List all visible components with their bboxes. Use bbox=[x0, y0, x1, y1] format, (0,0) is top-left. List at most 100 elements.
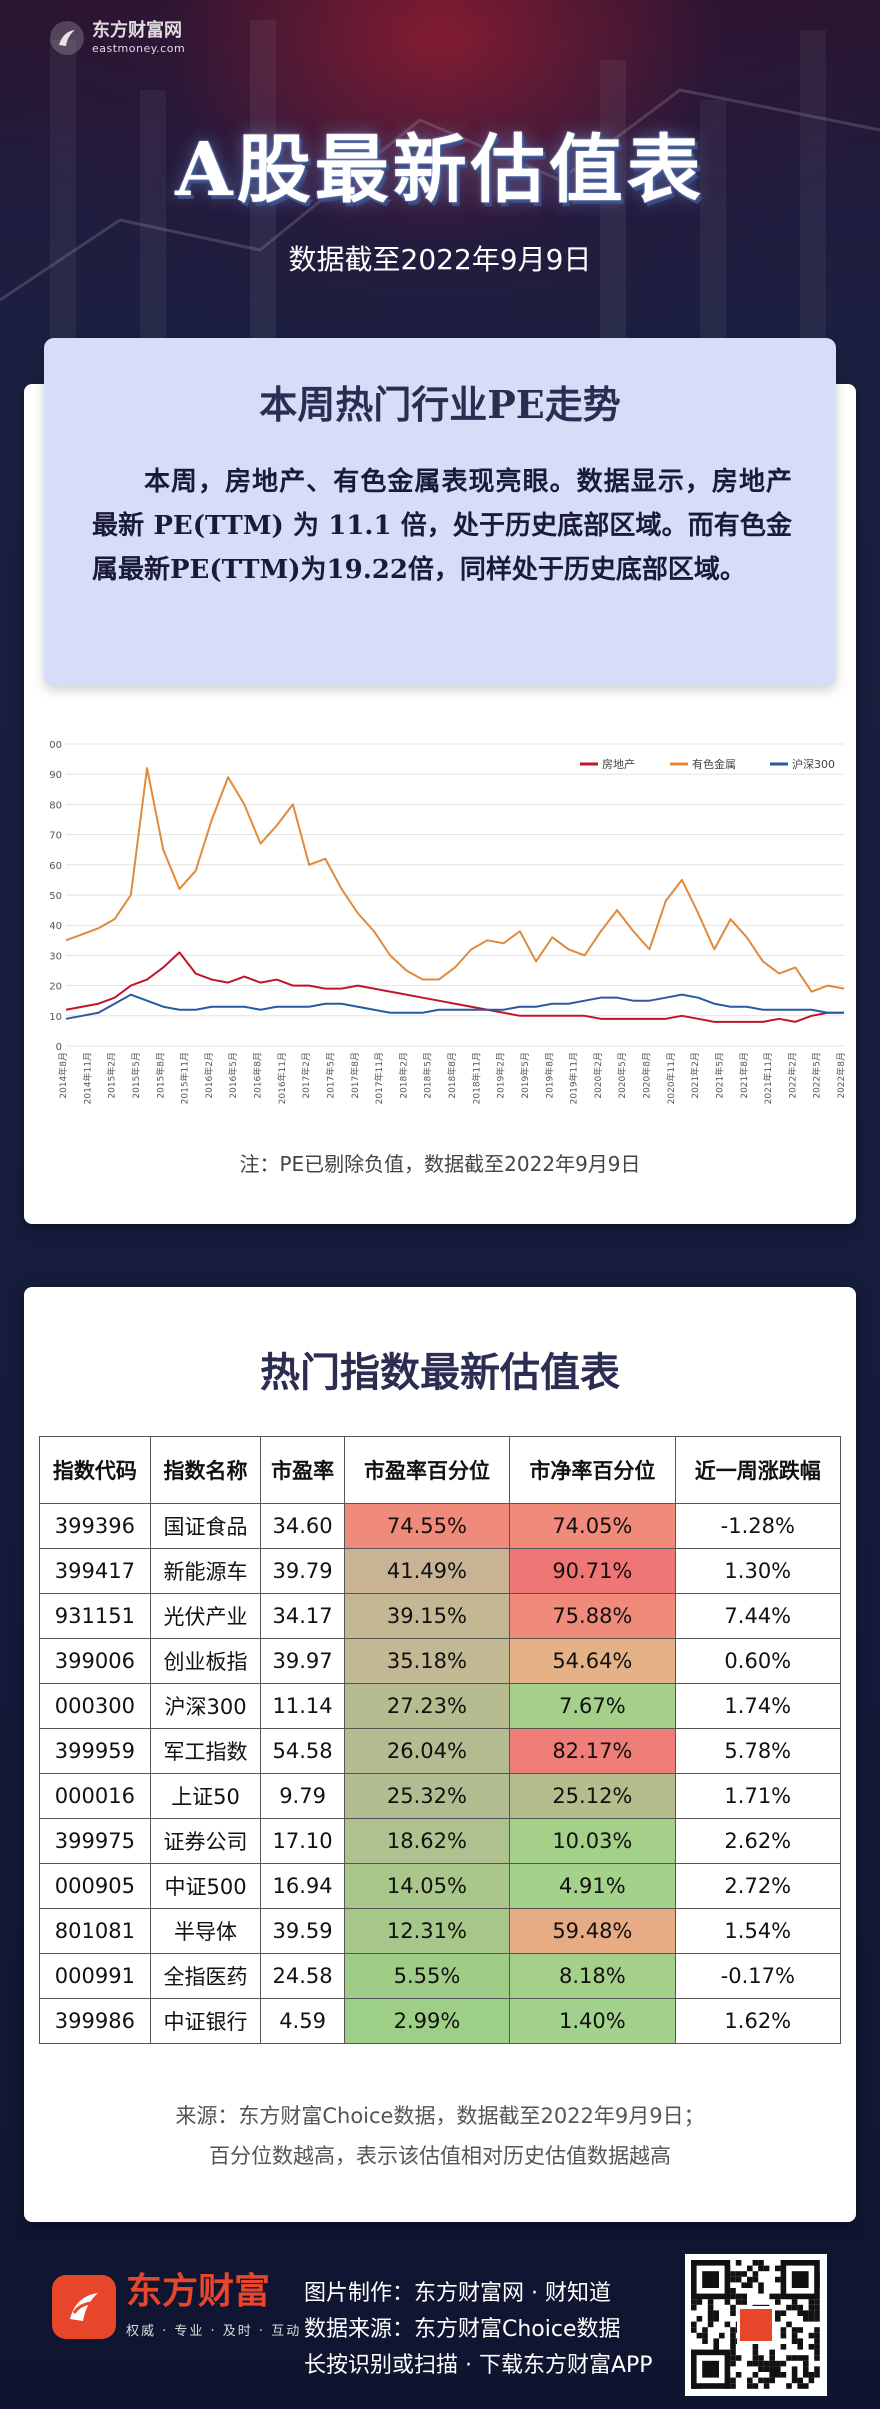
x-tick-label: 2016年5月 bbox=[227, 1052, 239, 1099]
cell-pb-pct: 75.88% bbox=[509, 1593, 676, 1639]
valuation-table: 指数代码 指数名称 市盈率 市盈率百分位 市净率百分位 近一周涨跌幅 39939… bbox=[39, 1436, 842, 2044]
cell-code: 399417 bbox=[39, 1548, 151, 1594]
footer-brand: 东方财富 bbox=[126, 2271, 271, 2312]
cell-weekly-change: 1.74% bbox=[674, 1683, 842, 1729]
cell-name: 全指医药 bbox=[149, 1953, 262, 1999]
x-tick-label: 2019年2月 bbox=[495, 1052, 507, 1099]
cell-pe-pct: 14.05% bbox=[343, 1863, 511, 1909]
intro-title: 本周热门行业PE走势 bbox=[259, 382, 621, 427]
cell-pb-pct: 7.67% bbox=[509, 1683, 676, 1729]
cell-pe-pct: 27.23% bbox=[343, 1683, 511, 1729]
cell-pe: 9.79 bbox=[260, 1773, 345, 1819]
cell-weekly-change: -0.17% bbox=[674, 1953, 842, 1999]
header-code: 指数代码 bbox=[39, 1436, 151, 1504]
page-title: A股最新估值表 bbox=[175, 127, 705, 213]
cell-pb-pct: 1.40% bbox=[509, 1998, 676, 2044]
cell-pb-pct: 10.03% bbox=[509, 1818, 676, 1864]
x-tick-label: 2014年8月 bbox=[57, 1052, 69, 1099]
header-name: 指数名称 bbox=[149, 1436, 262, 1504]
x-tick-label: 2014年11月 bbox=[81, 1052, 93, 1104]
cell-weekly-change: 2.62% bbox=[674, 1818, 842, 1864]
cell-pe-pct: 39.15% bbox=[343, 1593, 511, 1639]
table-row: 399959 军工指数 54.58 26.04% 82.17% 5.78% bbox=[39, 1728, 842, 1774]
cell-weekly-change: 1.54% bbox=[674, 1908, 842, 1954]
cell-pe-pct: 74.55% bbox=[343, 1503, 511, 1549]
table-row: 000300 沪深300 11.14 27.23% 7.67% 1.74% bbox=[39, 1683, 842, 1729]
cell-code: 399959 bbox=[39, 1728, 151, 1774]
cell-code: 399986 bbox=[39, 1998, 151, 2044]
cell-pe: 11.14 bbox=[260, 1683, 345, 1729]
x-tick-label: 2022年8月 bbox=[835, 1052, 847, 1099]
cell-code: 931151 bbox=[39, 1593, 151, 1639]
cell-name: 半导体 bbox=[149, 1908, 262, 1954]
x-tick-label: 2021年2月 bbox=[689, 1052, 701, 1099]
footer-line-source: 数据来源：东方财富Choice数据 bbox=[304, 2317, 621, 2342]
cell-pe-pct: 2.99% bbox=[343, 1998, 511, 2044]
cell-pe-pct: 12.31% bbox=[343, 1908, 511, 1954]
x-tick-label: 2020年5月 bbox=[616, 1052, 628, 1099]
cell-pe: 17.10 bbox=[260, 1818, 345, 1864]
cell-pe: 4.59 bbox=[260, 1998, 345, 2044]
cell-name: 光伏产业 bbox=[149, 1593, 262, 1639]
cell-pe: 39.59 bbox=[260, 1908, 345, 1954]
cell-weekly-change: -1.28% bbox=[674, 1503, 842, 1549]
x-tick-label: 2015年8月 bbox=[154, 1052, 166, 1099]
footer-slogan: 权威 · 专业 · 及时 · 互动 bbox=[126, 2324, 302, 2339]
cell-weekly-change: 1.30% bbox=[674, 1548, 842, 1594]
series-line-0 bbox=[65, 951, 844, 1023]
x-tick-label: 2018年2月 bbox=[397, 1052, 409, 1099]
header-background bbox=[0, 0, 880, 360]
x-tick-label: 2020年2月 bbox=[592, 1052, 604, 1099]
header-pe-pct: 市盈率百分位 bbox=[343, 1436, 511, 1504]
x-tick-label: 2018年5月 bbox=[422, 1052, 434, 1099]
cell-pe: 24.58 bbox=[260, 1953, 345, 1999]
cell-name: 沪深300 bbox=[149, 1683, 262, 1729]
cell-weekly-change: 0.60% bbox=[674, 1638, 842, 1684]
table-row: 399986 中证银行 4.59 2.99% 1.40% 1.62% bbox=[39, 1998, 842, 2044]
x-tick-label: 2016年11月 bbox=[276, 1052, 288, 1104]
header-decoration bbox=[0, 20, 880, 340]
y-tick-label: 30 bbox=[50, 951, 62, 962]
chart-svg: 0 10 20 30 40 50 60 70 80 90 100 2014年8月 2014年11月 201… bbox=[43, 740, 871, 1104]
header-weekly-change: 近一周涨跌幅 bbox=[674, 1436, 842, 1504]
y-tick-label: 50 bbox=[50, 891, 62, 902]
x-tick-label: 2018年11月 bbox=[470, 1052, 482, 1104]
cell-pe-pct: 26.04% bbox=[343, 1728, 511, 1774]
cell-weekly-change: 1.71% bbox=[674, 1773, 842, 1819]
table-row: 399396 国证食品 34.60 74.55% 74.05% -1.28% bbox=[39, 1503, 842, 1549]
brand-logo: 东方财富网 eastmoney.com bbox=[50, 18, 185, 58]
cell-pe: 54.58 bbox=[260, 1728, 345, 1774]
intro-panel: 本周热门行业PE走势 本周，房地产、有色金属表现亮眼。数据显示，房地产最新 PE… bbox=[44, 338, 836, 686]
table-row: 000991 全指医药 24.58 5.55% 8.18% -0.17% bbox=[39, 1953, 842, 1999]
x-tick-label: 2019年5月 bbox=[519, 1052, 531, 1099]
table-header-row: 指数代码 指数名称 市盈率 市盈率百分位 市净率百分位 近一周涨跌幅 bbox=[39, 1436, 842, 1504]
y-tick-label: 60 bbox=[50, 861, 62, 872]
x-tick-label: 2019年8月 bbox=[543, 1052, 555, 1099]
cell-code: 801081 bbox=[39, 1908, 151, 1954]
cell-pb-pct: 82.17% bbox=[509, 1728, 676, 1774]
x-tick-label: 2015年2月 bbox=[106, 1052, 118, 1099]
cell-pb-pct: 8.18% bbox=[509, 1953, 676, 1999]
cell-name: 创业板指 bbox=[149, 1638, 262, 1684]
brand-domain: eastmoney.com bbox=[92, 42, 186, 55]
x-tick-label: 2017年2月 bbox=[300, 1052, 312, 1099]
cell-pe-pct: 41.49% bbox=[343, 1548, 511, 1594]
table-row: 399975 证券公司 17.10 18.62% 10.03% 2.62% bbox=[39, 1818, 842, 1864]
cell-name: 国证食品 bbox=[149, 1503, 262, 1549]
footer-credits: 图片制作：东方财富网 · 财知道 数据来源：东方财富Choice数据 长按识别或… bbox=[304, 2276, 653, 2384]
x-tick-label: 2017年5月 bbox=[324, 1052, 336, 1099]
table-row: 399006 创业板指 39.97 35.18% 54.64% 0.60% bbox=[39, 1638, 842, 1684]
cell-code: 399396 bbox=[39, 1503, 151, 1549]
series-line-1 bbox=[65, 767, 845, 993]
cell-code: 000991 bbox=[39, 1953, 151, 1999]
cell-pe: 39.79 bbox=[260, 1548, 345, 1594]
qr-code[interactable] bbox=[685, 2254, 827, 2396]
cell-weekly-change: 5.78% bbox=[674, 1728, 842, 1774]
cell-pe: 39.97 bbox=[260, 1638, 345, 1684]
table-note-line-2: 百分位数越高，表示该估值相对历史估值数据越高 bbox=[209, 2144, 671, 2168]
cell-code: 000905 bbox=[39, 1863, 151, 1909]
x-tick-label: 2015年5月 bbox=[130, 1052, 142, 1099]
footer-line-maker: 图片制作：东方财富网 · 财知道 bbox=[304, 2281, 611, 2306]
table-row: 000016 上证50 9.79 25.32% 25.12% 1.71% bbox=[39, 1773, 842, 1819]
brand-name: 东方财富网 bbox=[92, 20, 182, 41]
